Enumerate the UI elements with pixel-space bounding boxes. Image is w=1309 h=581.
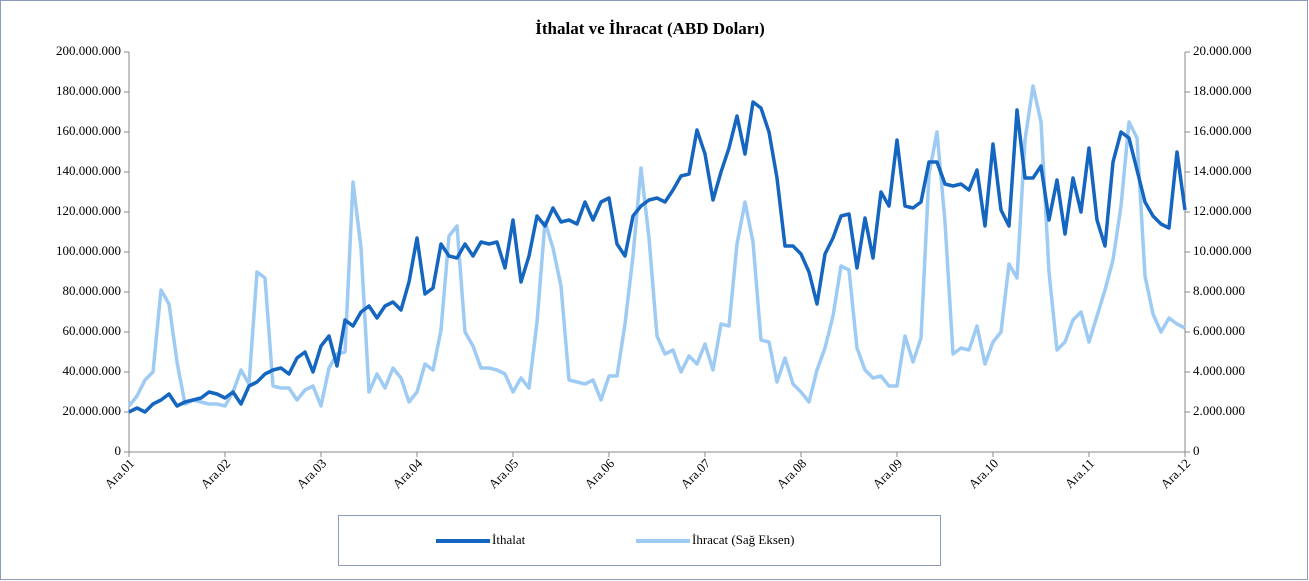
legend-label: İhracat (Sağ Eksen) [692,532,795,547]
legend-label: İthalat [492,532,526,547]
y-tick-label: 120.000.000 [56,203,121,218]
legend-box [338,515,941,566]
y2-tick-label: 14.000.000 [1193,163,1252,178]
chart-title: İthalat ve İhracat (ABD Doları) [535,19,764,38]
y2-tick-label: 10.000.000 [1193,243,1252,258]
y-tick-label: 100.000.000 [56,243,121,258]
y-tick-label: 180.000.000 [56,83,121,98]
y-tick-label: 80.000.000 [63,283,122,298]
y-tick-label: 60.000.000 [63,323,122,338]
y-tick-label: 200.000.000 [56,43,121,58]
y2-tick-label: 12.000.000 [1193,203,1252,218]
y2-tick-label: 20.000.000 [1193,43,1252,58]
y-tick-label: 20.000.000 [63,403,122,418]
y2-tick-label: 0 [1193,443,1200,458]
y2-tick-label: 16.000.000 [1193,123,1252,138]
y-tick-label: 40.000.000 [63,363,122,378]
y2-tick-label: 18.000.000 [1193,83,1252,98]
y-tick-label: 0 [115,443,122,458]
y-tick-label: 140.000.000 [56,163,121,178]
y2-tick-label: 8.000.000 [1193,283,1245,298]
line-series [127,84,1186,408]
line-series [128,100,1187,414]
y-tick-label: 160.000.000 [56,123,121,138]
y2-tick-label: 6.000.000 [1193,323,1245,338]
y2-tick-label: 2.000.000 [1193,403,1245,418]
y2-tick-label: 4.000.000 [1193,363,1245,378]
